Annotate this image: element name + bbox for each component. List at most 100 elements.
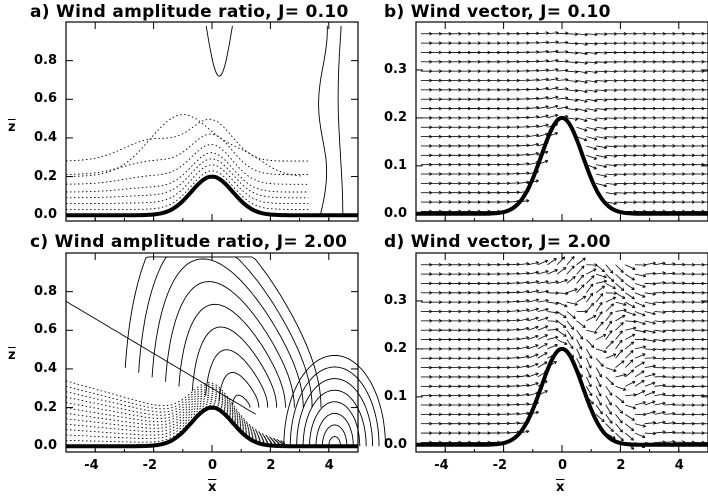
wind-vector-head xyxy=(535,142,540,147)
wind-vector xyxy=(586,98,598,102)
wind-vector xyxy=(556,311,567,319)
dotted-contour xyxy=(65,133,309,176)
wind-vector-head xyxy=(535,270,539,275)
wind-vector-head xyxy=(630,369,635,373)
wind-vector-head xyxy=(579,336,584,340)
wind-vector xyxy=(576,98,588,103)
wind-vector xyxy=(508,300,520,303)
panel-d-xlabel: x xyxy=(556,480,565,495)
wind-vector-head xyxy=(526,354,530,359)
wind-vector xyxy=(556,279,568,284)
wind-vector xyxy=(576,339,583,350)
wind-vector xyxy=(625,394,637,397)
solid-contour xyxy=(318,25,328,216)
wind-vector-head xyxy=(574,60,579,65)
y-tick-label: 0.2 xyxy=(384,340,408,356)
wind-vector-head xyxy=(544,343,548,347)
wind-vector xyxy=(566,265,575,275)
wind-vector-head xyxy=(584,80,588,84)
wind-vector xyxy=(625,264,636,270)
wind-vector xyxy=(576,358,582,369)
wind-vector-head xyxy=(630,427,635,432)
wind-vector-head xyxy=(526,299,530,303)
wind-vector xyxy=(615,395,625,404)
x-tick-label: -4 xyxy=(434,458,449,473)
wind-vector-head xyxy=(570,345,574,350)
wind-vector-head xyxy=(526,392,530,397)
wind-vector xyxy=(527,107,539,109)
wind-vector-head xyxy=(584,89,588,94)
dotted-contour xyxy=(65,114,303,177)
wind-vector xyxy=(615,330,623,340)
wind-vector xyxy=(527,344,539,350)
wind-vector xyxy=(566,89,578,92)
wind-vector xyxy=(547,69,559,72)
wind-vector-head xyxy=(574,107,579,112)
wind-vector-head xyxy=(604,126,608,131)
wind-vector-head xyxy=(612,285,616,290)
wind-vector-head xyxy=(652,292,656,296)
wind-vector-head xyxy=(535,372,539,376)
wind-vector xyxy=(625,369,634,378)
wind-vector xyxy=(595,164,607,168)
wind-vector-head xyxy=(608,402,612,406)
wind-vector xyxy=(537,32,549,35)
wind-vector-head xyxy=(564,341,568,345)
wind-vector-head xyxy=(545,270,549,274)
wind-vector-head xyxy=(565,68,569,73)
wind-vector-head xyxy=(652,372,656,377)
wind-vector xyxy=(585,367,592,378)
wind-vector xyxy=(586,292,594,303)
wind-vector-head xyxy=(581,265,585,270)
wind-vector-head xyxy=(535,87,540,91)
wind-vector xyxy=(605,320,613,331)
wind-vector xyxy=(576,108,588,112)
wind-vector xyxy=(537,270,549,275)
wind-vector-head xyxy=(662,410,666,415)
wind-vector-head xyxy=(630,446,635,450)
wind-vector xyxy=(605,273,615,282)
wind-vector-head xyxy=(619,339,623,344)
wind-vector-head xyxy=(555,327,559,332)
wind-vector xyxy=(586,339,595,348)
wind-vector xyxy=(586,145,597,150)
wind-vector-head xyxy=(565,40,569,45)
wind-vector xyxy=(576,89,588,93)
wind-vector xyxy=(615,404,623,414)
wind-vector-head xyxy=(555,58,559,63)
x-tick-label: 0 xyxy=(558,458,568,473)
wind-vector-head xyxy=(535,115,540,119)
wind-vector xyxy=(625,283,635,291)
wind-vector xyxy=(508,413,520,415)
wind-vector-head xyxy=(545,150,549,155)
wind-vector xyxy=(595,321,604,331)
wind-vector-head xyxy=(610,381,614,386)
wind-vector xyxy=(595,285,605,294)
wind-vector xyxy=(586,315,597,322)
wind-vector-head xyxy=(609,392,613,396)
wind-vector xyxy=(547,328,559,331)
wind-vector xyxy=(576,320,586,328)
wind-vector-head xyxy=(535,179,539,183)
wind-vector xyxy=(537,124,549,128)
wind-vector-head xyxy=(641,361,645,365)
wind-vector xyxy=(596,117,608,120)
dotted-contour xyxy=(65,402,286,446)
wind-vector xyxy=(605,154,617,157)
wind-vector xyxy=(576,257,586,266)
y-tick-label: 0.2 xyxy=(384,109,408,125)
wind-vector xyxy=(576,295,587,303)
wind-vector-head xyxy=(584,118,588,122)
wind-vector-head xyxy=(619,330,623,334)
wind-vector xyxy=(595,311,603,322)
wind-vector xyxy=(518,263,530,266)
wind-vector-head xyxy=(565,291,569,296)
wind-vector xyxy=(518,281,530,284)
wind-vector xyxy=(566,52,578,54)
wind-vector-head xyxy=(535,307,539,311)
wind-vector-head xyxy=(535,133,540,138)
wind-vector-head xyxy=(652,321,656,325)
wind-vector-head xyxy=(593,137,598,141)
wind-vector xyxy=(605,108,617,110)
wind-vector-head xyxy=(608,411,612,415)
